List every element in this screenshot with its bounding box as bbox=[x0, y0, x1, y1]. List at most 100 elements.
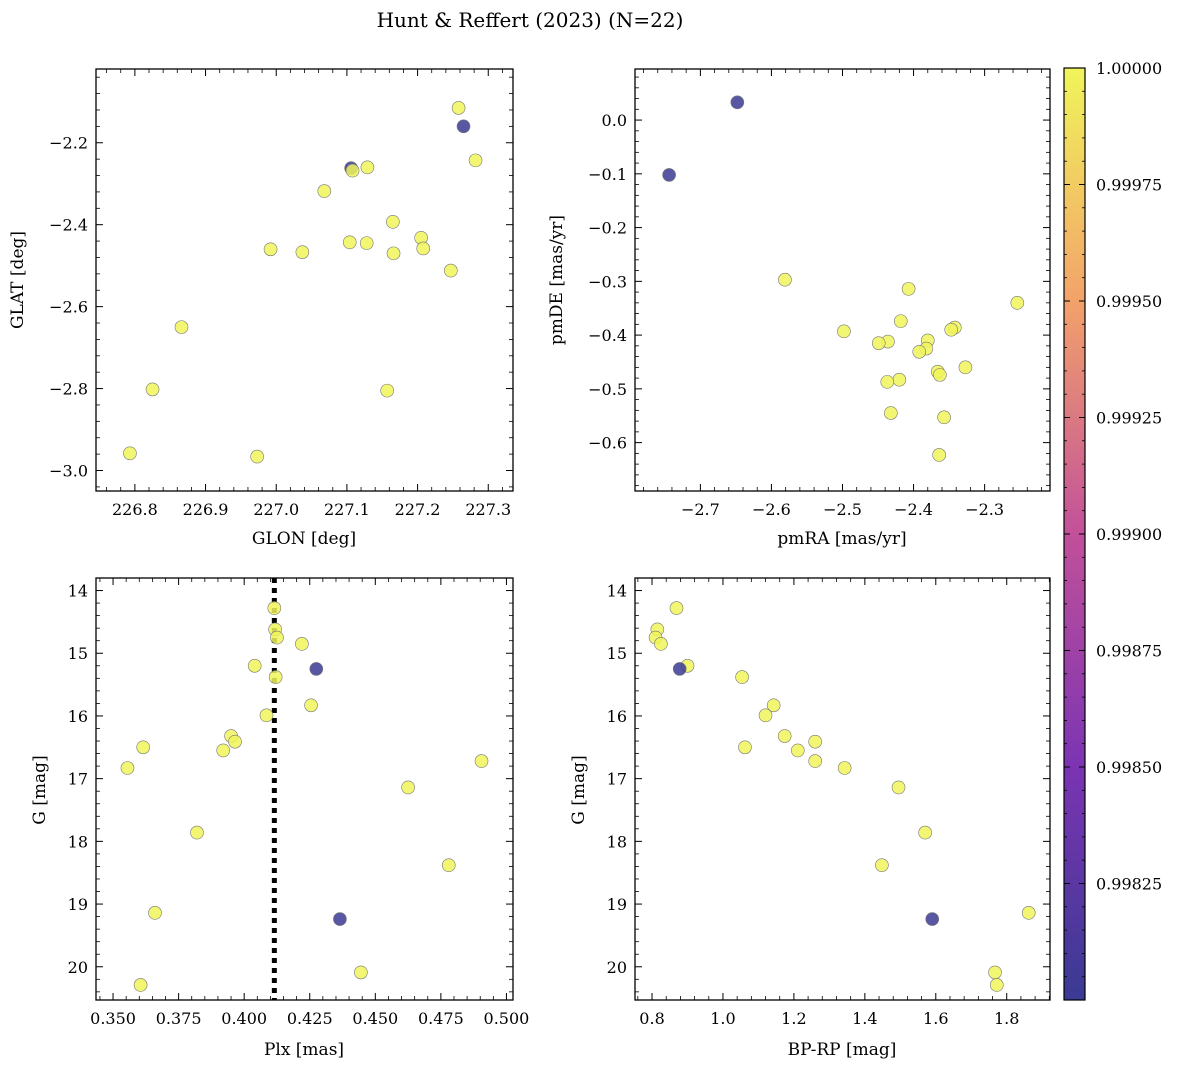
colorbar: 1.00000 0.99975 0.99950 0.99925 0.99900 0.998… bbox=[1063, 59, 1162, 1001]
y-tick-label: 14 bbox=[607, 582, 627, 601]
y-tick-label: −0.4 bbox=[588, 326, 627, 345]
scatter-point bbox=[672, 662, 687, 676]
colorbar-tick-label: 0.99900 bbox=[1096, 525, 1162, 544]
scatter-point bbox=[441, 858, 456, 872]
y-tick-label: −2.4 bbox=[49, 216, 88, 235]
x-tick-label: 0.425 bbox=[287, 1009, 333, 1028]
scatter-point bbox=[120, 761, 135, 775]
x-tick-label: 1.6 bbox=[923, 1009, 948, 1028]
scatter-point bbox=[451, 101, 466, 115]
y-axis-label: G [mag] bbox=[30, 755, 50, 824]
y-tick-label: 14 bbox=[68, 582, 88, 601]
x-tick-label: −2.5 bbox=[823, 500, 862, 519]
scatter-point bbox=[932, 448, 946, 462]
figure-title: Hunt & Reffert (2023) (N=22) bbox=[377, 8, 684, 32]
y-tick-label: −2.6 bbox=[49, 298, 88, 317]
y-tick-label: −0.2 bbox=[588, 219, 627, 238]
x-tick-label: 0.8 bbox=[639, 1009, 664, 1028]
x-tick-label: 0.475 bbox=[418, 1009, 464, 1028]
y-tick-label: 20 bbox=[607, 958, 627, 977]
scatter-point bbox=[837, 324, 851, 339]
colorbar-tick-label: 0.99825 bbox=[1096, 875, 1162, 894]
x-tick-label: 227.0 bbox=[253, 500, 299, 519]
scatter-point bbox=[884, 406, 898, 420]
scatter-point bbox=[669, 601, 684, 615]
scatter-point bbox=[474, 754, 489, 768]
scatter-point bbox=[295, 637, 309, 651]
scatter-point bbox=[778, 272, 792, 287]
y-tick-label: 16 bbox=[607, 707, 627, 726]
y-tick-label: 20 bbox=[68, 958, 88, 977]
scatter-point bbox=[1010, 296, 1025, 310]
y-tick-label: −2.2 bbox=[49, 134, 88, 153]
panel-plx-g: Plx [mas] G [mag] 0.350 0.375 0.400 0.425 0.… bbox=[30, 577, 529, 1060]
colorbar-tick-label: 0.99975 bbox=[1096, 176, 1162, 195]
y-tick-label: 16 bbox=[68, 707, 88, 726]
x-tick-label: 1.4 bbox=[852, 1009, 877, 1028]
scatter-point bbox=[333, 912, 347, 926]
scatter-point bbox=[136, 740, 151, 755]
scatter-point bbox=[216, 743, 230, 758]
scatter-point bbox=[766, 698, 781, 713]
scatter-point bbox=[808, 754, 822, 768]
scatter-point bbox=[304, 698, 318, 713]
y-tick-label: 0.0 bbox=[602, 111, 627, 130]
scatter-point bbox=[730, 95, 745, 110]
scatter-point bbox=[738, 740, 752, 755]
scatter-point bbox=[263, 242, 278, 257]
x-tick-label: −2.6 bbox=[752, 500, 791, 519]
scatter-point bbox=[468, 153, 483, 168]
scatter-point bbox=[933, 368, 947, 382]
colorbar-tick-label: 0.99950 bbox=[1096, 292, 1162, 311]
scatter-point bbox=[735, 670, 749, 684]
scatter-point bbox=[892, 372, 907, 387]
scatter-point bbox=[354, 965, 368, 980]
scatter-point bbox=[758, 708, 773, 723]
x-tick-label: 1.0 bbox=[710, 1009, 735, 1028]
scatter-point bbox=[401, 780, 415, 795]
plot-frame bbox=[634, 577, 1051, 1001]
scatter-point bbox=[901, 282, 916, 296]
scatter-point bbox=[1021, 906, 1036, 920]
scatter-point bbox=[270, 630, 284, 645]
scatter-point bbox=[791, 743, 805, 758]
x-tick-label: −2.3 bbox=[965, 500, 1004, 519]
scatter-point bbox=[380, 383, 394, 398]
panel-bprp-g: BP-RP [mag] G [mag] 0.8 1.0 1.2 1.4 1.6 1.8 14… bbox=[569, 577, 1051, 1060]
scatter-point bbox=[662, 168, 676, 182]
scatter-point bbox=[145, 382, 160, 397]
scatter-point bbox=[989, 978, 1004, 992]
x-tick-label: 227.1 bbox=[324, 500, 370, 519]
scatter-point bbox=[259, 708, 274, 723]
scatter-point bbox=[386, 246, 401, 261]
x-tick-label: 0.350 bbox=[90, 1009, 136, 1028]
plot-frame bbox=[634, 68, 1051, 492]
y-tick-label: −0.1 bbox=[588, 165, 627, 184]
scatter-point bbox=[133, 978, 148, 992]
scatter-point bbox=[808, 734, 822, 749]
scatter-point bbox=[416, 241, 431, 256]
x-tick-label: 226.8 bbox=[112, 500, 158, 519]
y-axis-label: G [mag] bbox=[569, 755, 589, 824]
scatter-point bbox=[345, 163, 360, 178]
y-tick-label: 15 bbox=[607, 644, 627, 663]
scatter-point bbox=[880, 375, 895, 389]
scatter-point bbox=[944, 322, 959, 337]
scatter-point bbox=[875, 858, 889, 872]
scatter-point bbox=[937, 410, 951, 425]
x-tick-label: −2.4 bbox=[894, 500, 933, 519]
scatter-point bbox=[386, 215, 400, 229]
x-tick-label: 0.400 bbox=[221, 1009, 267, 1028]
scatter-point bbox=[893, 314, 908, 328]
panel-pmra-pmde: pmRA [mas/yr] pmDE [mas/yr] −2.7 −2.6 −2.5… bbox=[547, 68, 1051, 549]
colorbar-tick-label: 0.99925 bbox=[1096, 409, 1162, 428]
scatter-point bbox=[268, 670, 283, 684]
scatter-point bbox=[123, 446, 137, 461]
scatter-point bbox=[309, 662, 324, 676]
colorbar-tick-label: 0.99875 bbox=[1096, 642, 1162, 661]
y-tick-label: 15 bbox=[68, 644, 88, 663]
scatter-point bbox=[891, 780, 906, 795]
x-tick-label: 0.375 bbox=[156, 1009, 202, 1028]
x-tick-label: 227.2 bbox=[395, 500, 441, 519]
